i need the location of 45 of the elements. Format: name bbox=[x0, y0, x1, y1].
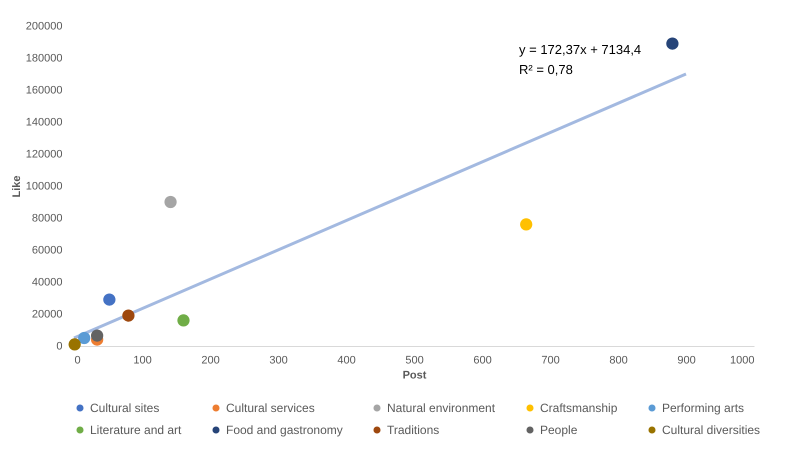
y-tick-label: 0 bbox=[56, 340, 62, 352]
legend-label: Cultural sites bbox=[90, 401, 160, 415]
x-tick-label: 900 bbox=[677, 354, 696, 366]
y-tick-label: 180000 bbox=[26, 52, 62, 64]
x-axis-title: Post bbox=[402, 370, 427, 382]
legend-label: Cultural diversities bbox=[662, 423, 760, 437]
x-tick-label: 1000 bbox=[730, 354, 754, 366]
legend-label: Cultural services bbox=[226, 401, 315, 415]
annotation: R² = 0,78 bbox=[519, 62, 573, 77]
point bbox=[520, 218, 532, 231]
annotation: y = 172,37x + 7134,4 bbox=[519, 42, 642, 57]
y-tick-label: 200000 bbox=[26, 20, 62, 32]
legend-label: Natural environment bbox=[387, 401, 496, 415]
point bbox=[666, 37, 679, 50]
point bbox=[164, 196, 177, 208]
legend-label: People bbox=[540, 423, 578, 437]
point bbox=[177, 314, 190, 327]
x-tick-label: 200 bbox=[201, 354, 220, 366]
x-tick-label: 100 bbox=[133, 354, 152, 366]
x-tick-label: 500 bbox=[405, 354, 424, 366]
legend-label: Food and gastronomy bbox=[226, 423, 343, 437]
x-tick-label: 300 bbox=[269, 354, 288, 366]
x-tick-label: 700 bbox=[541, 354, 560, 366]
point bbox=[68, 338, 81, 351]
y-tick-label: 40000 bbox=[32, 276, 62, 288]
y-tick-label: 20000 bbox=[32, 308, 62, 320]
y-tick-label: 60000 bbox=[32, 244, 62, 256]
x-tick-label: 400 bbox=[337, 354, 356, 366]
y-tick-label: 140000 bbox=[26, 116, 62, 128]
y-axis-title: Like bbox=[10, 175, 23, 198]
point bbox=[103, 293, 116, 306]
x-tick-label: 600 bbox=[473, 354, 492, 366]
legend-label: Craftsmanship bbox=[540, 401, 618, 415]
point bbox=[122, 309, 135, 322]
x-tick-label: 800 bbox=[609, 354, 628, 366]
y-tick-label: 160000 bbox=[26, 84, 62, 96]
y-tick-label: 80000 bbox=[32, 212, 62, 224]
legend-label: Traditions bbox=[387, 423, 440, 437]
y-tick-label: 100000 bbox=[26, 180, 62, 192]
point bbox=[78, 332, 90, 344]
y-tick-label: 120000 bbox=[26, 148, 62, 160]
legend-label: Literature and art bbox=[90, 423, 182, 437]
point bbox=[90, 329, 104, 342]
legend-label: Performing arts bbox=[662, 401, 744, 415]
x-tick-label: 0 bbox=[74, 354, 81, 366]
